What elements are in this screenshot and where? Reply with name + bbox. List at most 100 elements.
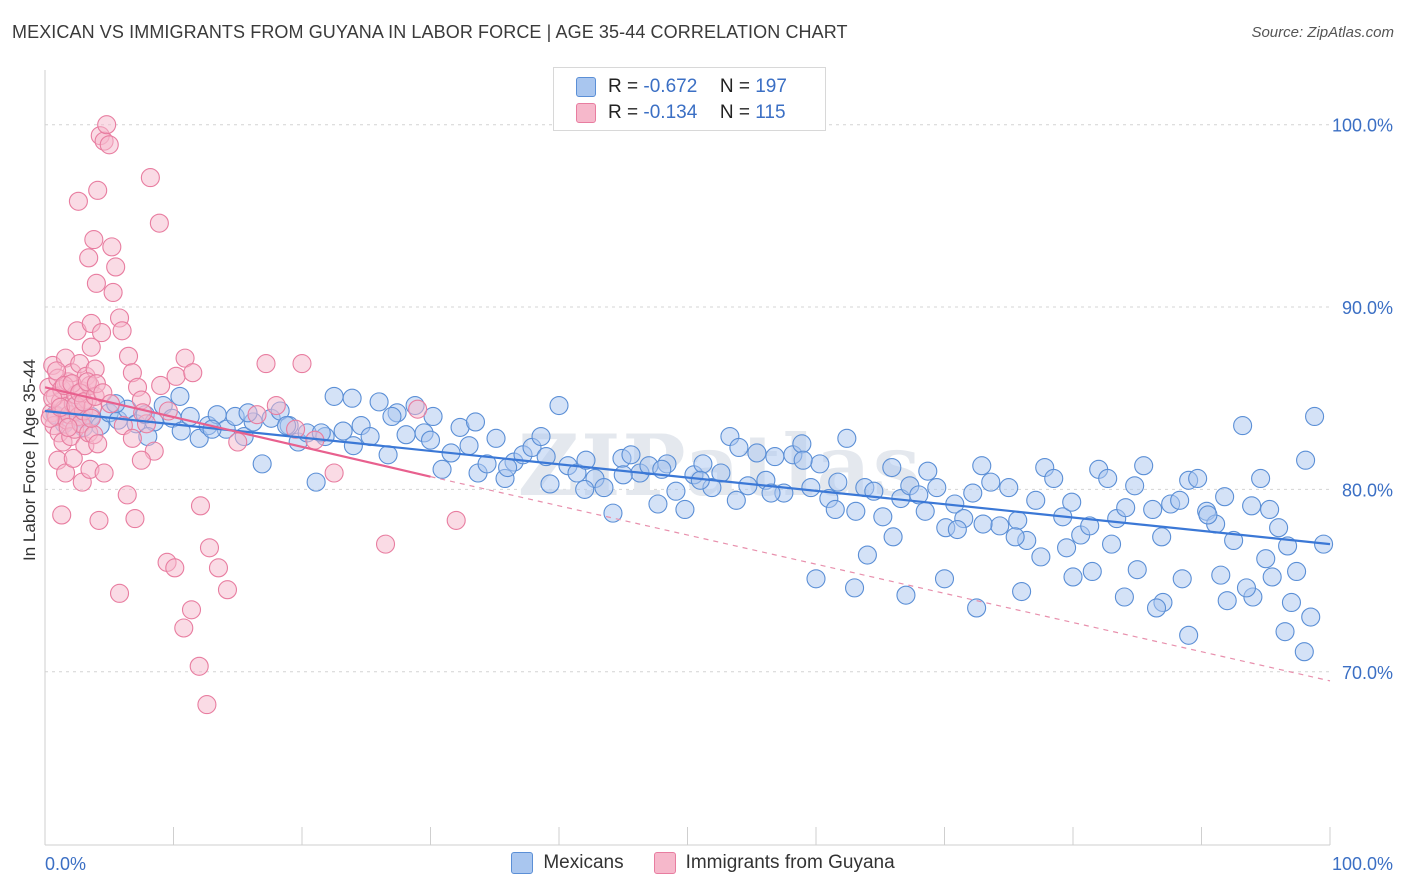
point-guyana	[256, 354, 276, 374]
point-guyana	[88, 180, 108, 200]
point-guyana	[151, 375, 171, 396]
point-mexicans	[342, 388, 362, 408]
point-mexicans	[594, 478, 614, 498]
point-guyana	[117, 485, 137, 505]
x-tick-label: 100.0%	[1332, 854, 1393, 874]
point-mexicans	[963, 483, 983, 503]
point-mexicans	[947, 519, 967, 540]
legend-r-label: R =	[608, 76, 639, 97]
point-mexicans	[1233, 416, 1253, 436]
point-mexicans	[747, 443, 767, 463]
legend-row-guyana: R = -0.134 N = 115	[576, 101, 786, 125]
point-mexicans	[252, 454, 272, 474]
point-mexicans	[973, 514, 993, 534]
point-guyana	[125, 509, 145, 529]
point-mexicans	[1198, 505, 1218, 525]
series-label-guyana: Immigrants from Guyana	[685, 852, 895, 873]
point-mexicans	[1236, 578, 1257, 598]
point-mexicans	[828, 472, 848, 492]
point-mexicans	[1278, 536, 1298, 556]
point-mexicans	[1287, 561, 1307, 582]
series-legend: Mexicans Immigrants from Guyana	[0, 852, 1406, 874]
point-mexicans	[382, 406, 402, 427]
point-guyana	[68, 191, 88, 211]
point-mexicans	[825, 499, 845, 520]
point-mexicans	[918, 461, 938, 481]
point-guyana	[86, 273, 106, 293]
point-mexicans	[1080, 516, 1100, 536]
point-guyana	[102, 237, 122, 257]
point-guyana	[79, 248, 99, 268]
point-mexicans	[967, 598, 987, 618]
y-tick-label: 90.0%	[1342, 298, 1393, 318]
point-mexicans	[1031, 547, 1051, 567]
point-mexicans	[1262, 567, 1282, 587]
point-guyana	[199, 538, 220, 558]
point-guyana	[81, 337, 101, 357]
point-mexicans	[1008, 510, 1028, 530]
point-mexicans	[324, 386, 344, 406]
point-mexicans	[432, 459, 452, 479]
point-mexicans	[1057, 538, 1077, 558]
point-mexicans	[1296, 450, 1316, 470]
point-mexicans	[486, 428, 506, 448]
point-guyana	[140, 168, 160, 188]
point-mexicans	[575, 479, 595, 499]
point-guyana	[446, 510, 466, 530]
point-mexicans	[333, 421, 353, 441]
point-mexicans	[1242, 496, 1262, 516]
legend-r-label: R =	[608, 102, 639, 123]
point-mexicans	[1026, 490, 1046, 510]
legend-swatch-mexicans	[576, 77, 596, 97]
legend-r-value: -0.672	[643, 76, 698, 97]
point-guyana	[81, 408, 101, 428]
point-guyana	[89, 510, 109, 530]
point-mexicans	[927, 478, 947, 498]
point-guyana	[217, 580, 238, 600]
point-guyana	[208, 558, 229, 578]
point-guyana	[97, 115, 117, 135]
point-mexicans	[981, 472, 1001, 492]
point-mexicans	[896, 585, 916, 605]
point-mexicans	[999, 478, 1019, 498]
point-mexicans	[1102, 534, 1122, 554]
point-mexicans	[1294, 642, 1314, 662]
point-guyana	[133, 403, 153, 423]
trendline-mexicans	[44, 409, 1331, 546]
y-tick-label: 80.0%	[1342, 480, 1393, 500]
trendline-guyana-extended	[430, 476, 1331, 682]
point-guyana	[88, 434, 108, 454]
series-label-mexicans: Mexicans	[543, 852, 624, 873]
point-mexicans	[170, 386, 190, 406]
point-mexicans	[909, 485, 929, 505]
point-mexicans	[1146, 598, 1167, 618]
point-guyana	[118, 346, 139, 366]
point-mexicans	[883, 527, 903, 547]
point-guyana	[324, 463, 344, 483]
point-guyana	[189, 656, 209, 676]
point-mexicans	[1275, 622, 1295, 642]
point-mexicans	[882, 457, 902, 478]
point-mexicans	[1179, 625, 1199, 645]
point-mexicans	[846, 501, 866, 521]
point-mexicans	[540, 474, 560, 494]
point-mexicans	[1170, 490, 1190, 510]
y-tick-label: 100.0%	[1332, 116, 1393, 136]
point-mexicans	[396, 425, 416, 445]
point-mexicans	[536, 447, 556, 467]
point-mexicans	[1211, 565, 1231, 585]
point-guyana	[292, 354, 312, 374]
point-mexicans	[1224, 530, 1244, 551]
legend-n-value: 115	[755, 102, 786, 123]
point-guyana	[165, 558, 185, 578]
point-mexicans	[1127, 560, 1147, 580]
point-mexicans	[990, 516, 1010, 536]
point-mexicans	[837, 428, 857, 448]
point-guyana	[181, 600, 202, 620]
point-guyana	[149, 213, 169, 233]
point-mexicans	[1269, 518, 1289, 538]
point-mexicans	[1172, 569, 1192, 589]
point-mexicans	[477, 454, 497, 474]
legend-n-value: 197	[755, 76, 787, 97]
point-mexicans	[613, 465, 633, 485]
